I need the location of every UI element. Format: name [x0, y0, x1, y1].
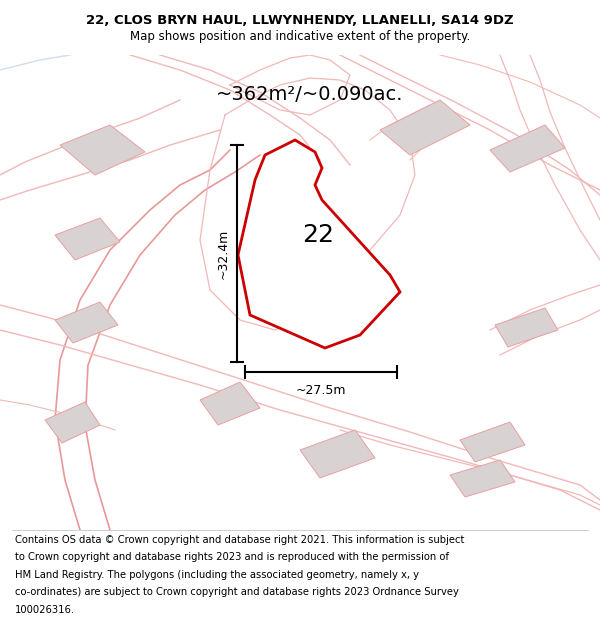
- Polygon shape: [55, 218, 120, 260]
- Polygon shape: [45, 402, 100, 443]
- Text: co-ordinates) are subject to Crown copyright and database rights 2023 Ordnance S: co-ordinates) are subject to Crown copyr…: [15, 588, 459, 598]
- Text: 22: 22: [302, 223, 334, 247]
- Text: 100026316.: 100026316.: [15, 605, 75, 615]
- Text: ~32.4m: ~32.4m: [217, 228, 229, 279]
- Text: HM Land Registry. The polygons (including the associated geometry, namely x, y: HM Land Registry. The polygons (includin…: [15, 570, 419, 580]
- Text: to Crown copyright and database rights 2023 and is reproduced with the permissio: to Crown copyright and database rights 2…: [15, 552, 449, 562]
- Text: ~27.5m: ~27.5m: [296, 384, 346, 396]
- Polygon shape: [60, 125, 145, 175]
- Polygon shape: [200, 382, 260, 425]
- Polygon shape: [300, 430, 375, 478]
- Polygon shape: [238, 140, 400, 348]
- Polygon shape: [55, 302, 118, 343]
- Polygon shape: [490, 125, 565, 172]
- Polygon shape: [460, 422, 525, 462]
- Text: ~362m²/~0.090ac.: ~362m²/~0.090ac.: [216, 86, 404, 104]
- Polygon shape: [380, 100, 470, 155]
- Text: Map shows position and indicative extent of the property.: Map shows position and indicative extent…: [130, 30, 470, 43]
- Text: Contains OS data © Crown copyright and database right 2021. This information is : Contains OS data © Crown copyright and d…: [15, 535, 464, 545]
- Polygon shape: [450, 460, 515, 497]
- Text: 22, CLOS BRYN HAUL, LLWYNHENDY, LLANELLI, SA14 9DZ: 22, CLOS BRYN HAUL, LLWYNHENDY, LLANELLI…: [86, 14, 514, 27]
- Polygon shape: [495, 308, 558, 347]
